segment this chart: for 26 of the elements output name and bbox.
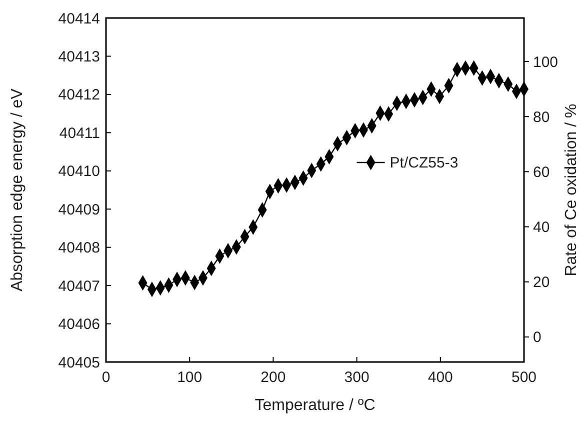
y2-tick-label: 20 (533, 274, 550, 292)
x-tick-label: 400 (428, 369, 453, 386)
x-axis-title: Temperature / ºC (254, 397, 376, 414)
x-tick-label: 200 (260, 369, 286, 386)
y-tick-label: 40410 (58, 163, 100, 180)
y-tick-label: 40409 (58, 201, 100, 218)
y2-tick-label: 40 (533, 219, 550, 236)
y2-tick-label: 100 (533, 54, 558, 71)
y-tick-label: 40407 (58, 278, 100, 295)
y-tick-label: 40406 (58, 316, 100, 334)
y-tick-label: 40413 (58, 48, 100, 66)
y2-tick-label: 60 (533, 164, 550, 181)
y2-axis-title: Rate of Ce oxidation / % (563, 104, 580, 276)
x-tick-label: 0 (102, 369, 110, 386)
y-tick-label: 40414 (58, 10, 100, 28)
y2-tick-label: 80 (533, 108, 550, 126)
x-tick-label: 300 (344, 369, 370, 386)
y-tick-label: 40412 (58, 86, 100, 104)
legend-label: Pt/CZ55-3 (390, 154, 458, 172)
y-tick-label: 40408 (58, 240, 100, 257)
y-tick-label: 40411 (59, 124, 100, 142)
y-axis-title: Absorption edge energy / eV (9, 88, 26, 292)
x-tick-label: 500 (511, 369, 537, 386)
y-tick-label: 40405 (58, 354, 100, 372)
y2-tick-label: 0 (533, 329, 542, 346)
x-tick-label: 100 (177, 369, 202, 386)
